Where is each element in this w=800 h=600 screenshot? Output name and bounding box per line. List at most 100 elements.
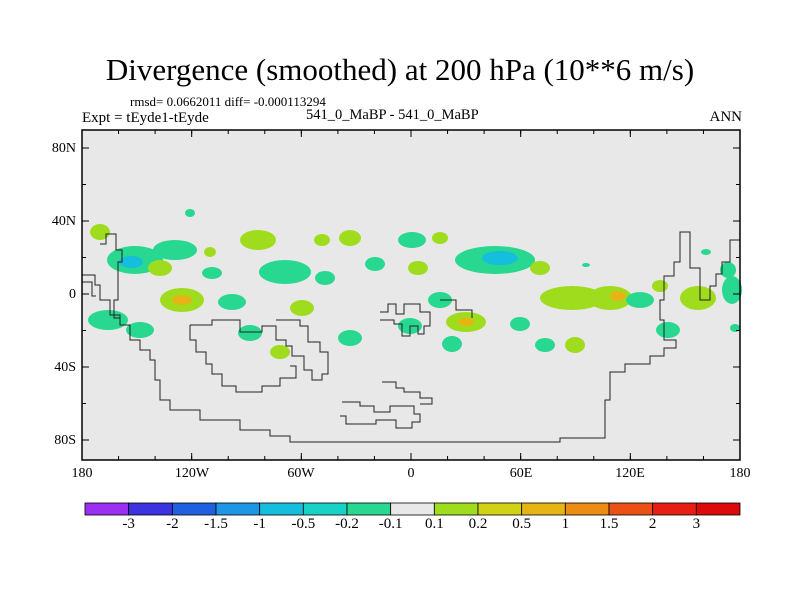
colorbar-swatch — [346, 502, 392, 516]
divergence-field — [88, 209, 742, 359]
positive-blob — [290, 300, 314, 316]
colorbar-label: 0.2 — [468, 516, 488, 532]
positive-blob — [652, 280, 668, 292]
stats-text: rmsd= 0.0662011 diff= -0.000113294 — [130, 94, 326, 109]
positive-blob — [90, 224, 110, 240]
colorbar-label: -0.2 — [335, 516, 359, 532]
axis-ticks — [81, 130, 741, 460]
negative-blob — [126, 322, 154, 338]
negative-blob — [185, 209, 195, 217]
positive-blob — [172, 295, 192, 305]
positive-blob — [565, 337, 585, 353]
positive-blob — [588, 286, 632, 310]
colorbar-swatch — [171, 502, 217, 516]
negative-blob — [535, 338, 555, 352]
colorbar-swatch — [477, 502, 523, 516]
colorbar-swatch — [564, 502, 610, 516]
negative-blob — [119, 256, 143, 268]
cases-label: 541_0_MaBP - 541_0_MaBP — [306, 107, 479, 123]
colorbar-label: 1 — [561, 516, 570, 532]
positive-blob — [680, 286, 716, 310]
colorbar-swatch — [84, 502, 130, 516]
positive-blob — [432, 232, 448, 244]
coastline-segment — [440, 299, 473, 318]
colorbar-label: 0.5 — [512, 516, 532, 532]
lon-label-60w: 60W — [287, 466, 315, 481]
coastline-segment — [340, 401, 421, 429]
colorbar-label: 1.5 — [599, 516, 619, 532]
experiment-label: Expt = tEyde1-tEyde — [82, 110, 209, 126]
colorbar-label: -3 — [122, 516, 135, 532]
lon-label-120e: 120E — [615, 466, 645, 481]
negative-blob — [218, 294, 246, 310]
negative-blob — [510, 317, 530, 331]
positive-blob — [610, 291, 626, 301]
negative-blob — [656, 322, 680, 338]
negative-blob — [720, 262, 736, 278]
colorbar-swatch — [695, 502, 741, 516]
colorbar-swatch — [652, 502, 697, 516]
positive-blob — [339, 230, 361, 246]
positive-blob — [408, 261, 428, 275]
negative-blob — [202, 267, 222, 279]
coastline-segment — [190, 319, 329, 381]
lon-label-180w: 180 — [71, 466, 93, 481]
colorbar-label: 2 — [648, 516, 657, 532]
colorbar-swatch — [128, 502, 173, 516]
negative-blob — [398, 232, 426, 248]
positive-blob — [148, 260, 172, 276]
colorbar-label: 0.1 — [424, 516, 444, 532]
negative-blob — [365, 257, 385, 271]
positive-blob — [458, 318, 474, 326]
positive-blob — [314, 234, 330, 246]
colorbar-label: -0.1 — [378, 516, 403, 532]
negative-blob — [722, 276, 742, 304]
negative-blob — [259, 260, 311, 284]
colorbar-label: -0.5 — [291, 516, 316, 532]
lon-label-120w: 120W — [174, 466, 210, 481]
coastline-segment — [189, 325, 297, 393]
negative-blob — [88, 310, 128, 330]
lon-label-180e: 180 — [729, 466, 751, 481]
colorbar-swatch — [302, 502, 348, 516]
coastline-segment — [82, 281, 96, 297]
lat-label-40s: 40S — [54, 360, 76, 375]
colorbar-swatch — [433, 502, 479, 516]
negative-blob — [626, 292, 654, 308]
negative-blob — [315, 271, 335, 285]
negative-blob — [442, 336, 462, 352]
colorbar-swatch — [608, 502, 654, 516]
lon-label-60e: 60E — [509, 466, 533, 481]
lat-label-40n: 40N — [51, 214, 76, 229]
negative-blob — [153, 240, 197, 260]
positive-blob — [204, 247, 216, 257]
coastline-segment — [100, 233, 123, 319]
colorbar — [84, 502, 741, 516]
negative-blob — [238, 325, 262, 341]
coastline-segment — [382, 381, 433, 405]
lat-label-80s: 80S — [54, 433, 76, 448]
positive-blob — [530, 261, 550, 275]
colorbar-swatch — [521, 502, 566, 516]
negative-blob — [701, 249, 711, 255]
coastline-segment — [380, 303, 431, 337]
lon-label-0: 0 — [407, 466, 415, 481]
lat-label-0: 0 — [69, 287, 76, 302]
coastline-segment — [82, 231, 740, 443]
colorbar-label: -1.5 — [204, 516, 228, 532]
lat-label-80n: 80N — [51, 141, 76, 156]
coastlines — [82, 231, 740, 443]
colorbar-label: -1 — [253, 516, 266, 532]
colorbar-swatch — [390, 502, 435, 516]
positive-blob — [270, 345, 290, 359]
negative-blob — [338, 330, 362, 346]
season-label: ANN — [709, 109, 743, 125]
negative-blob — [582, 263, 590, 267]
colorbar-label: 3 — [692, 516, 701, 532]
negative-blob — [482, 251, 518, 265]
positive-blob — [240, 230, 276, 250]
positive-blob — [540, 286, 604, 310]
plot-title: Divergence (smoothed) at 200 hPa (10**6 … — [105, 52, 695, 87]
colorbar-label: -2 — [166, 516, 179, 532]
